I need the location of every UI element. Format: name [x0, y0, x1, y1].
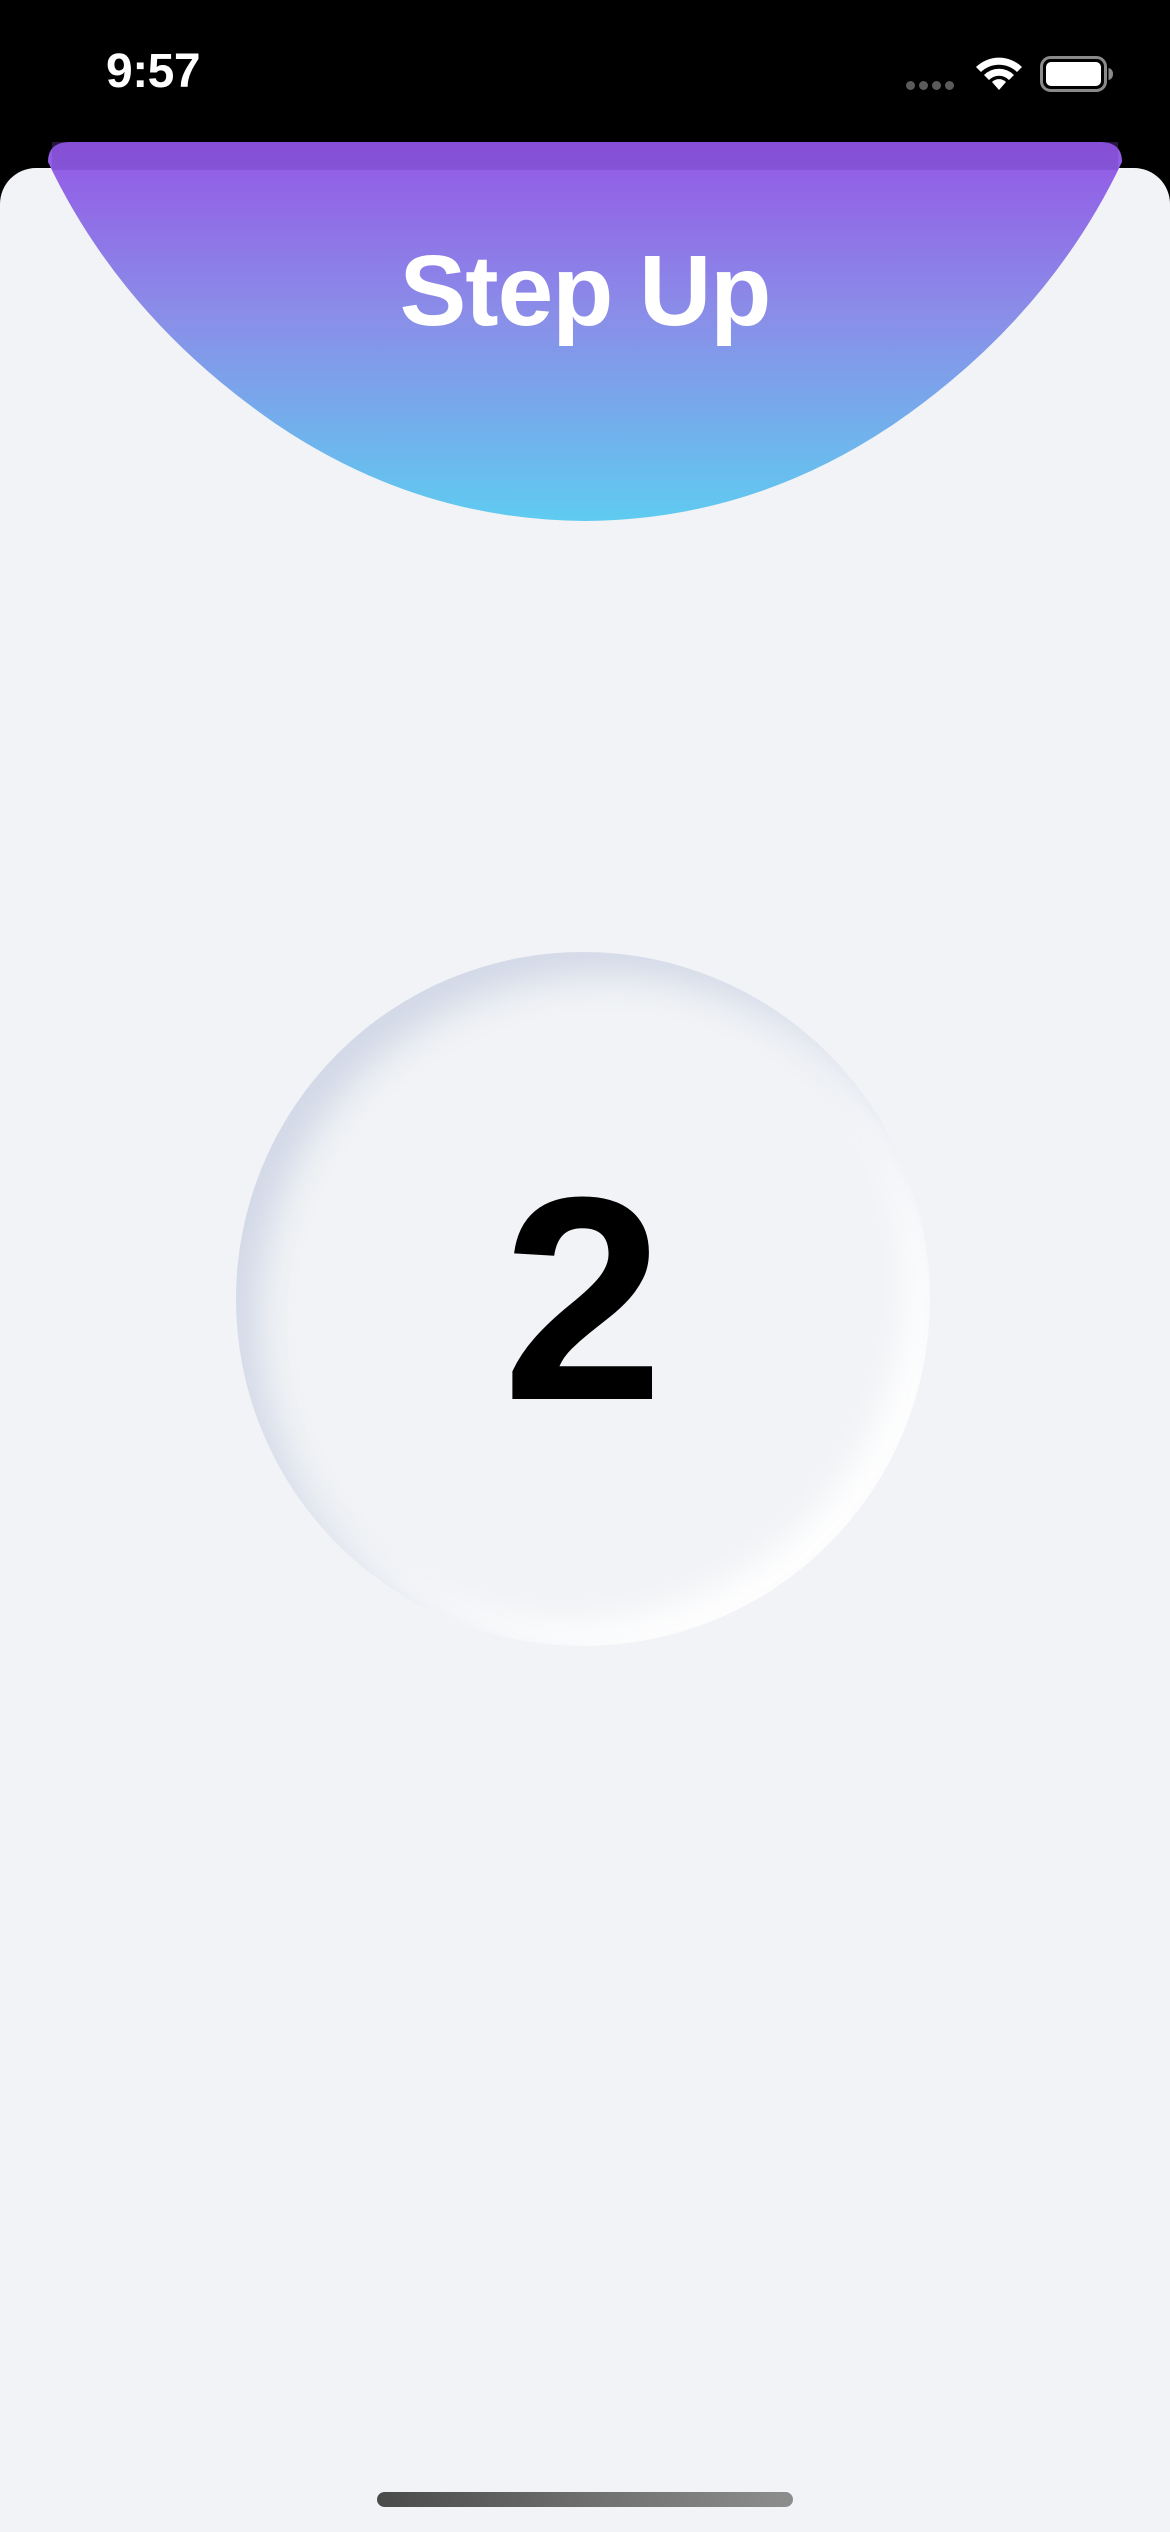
- status-time: 9:57: [106, 45, 201, 98]
- header-banner: [48, 142, 1122, 521]
- wifi-icon: [976, 57, 1022, 90]
- battery-icon: [1040, 56, 1113, 92]
- status-bar: 9:57: [0, 0, 1170, 150]
- home-indicator[interactable]: [377, 2492, 793, 2507]
- cellular-signal-icon: [906, 80, 958, 90]
- app-title: Step Up: [399, 235, 772, 347]
- step-counter-button[interactable]: 2: [236, 952, 930, 1646]
- step-count-value: 2: [502, 1137, 664, 1461]
